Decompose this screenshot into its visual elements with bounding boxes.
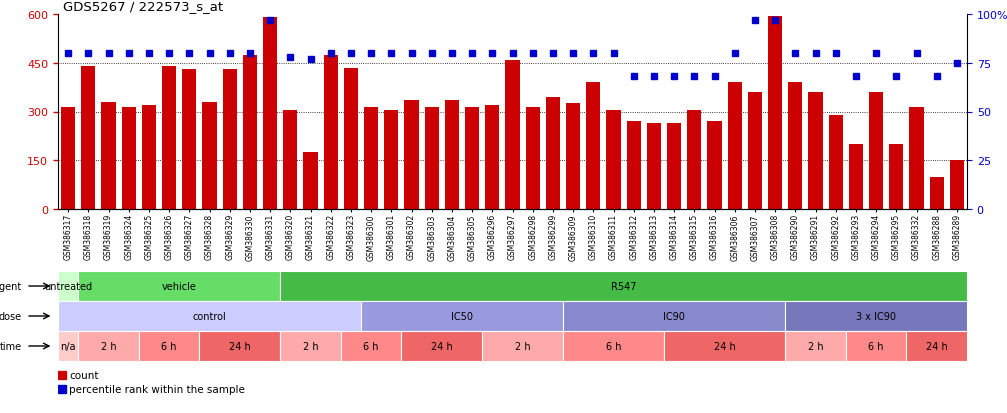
Text: time: time [0,341,22,351]
Bar [122,107,136,209]
Bar [82,67,96,209]
Bar [929,177,944,209]
Text: 6 h: 6 h [161,341,177,351]
Text: GDS5267 / 222573_s_at: GDS5267 / 222573_s_at [63,0,224,13]
Text: 3 x IC90: 3 x IC90 [856,311,896,321]
Bar [303,153,317,209]
Bar [546,97,560,209]
Bar [809,93,823,209]
Bar [280,271,967,301]
Bar [950,161,964,209]
Bar [102,102,116,209]
Bar [202,102,217,209]
Bar [58,371,66,379]
Bar [785,331,846,361]
Text: 2 h: 2 h [303,341,318,351]
Bar [768,17,782,209]
Bar [199,331,280,361]
Bar [606,111,620,209]
Bar [182,70,196,209]
Bar [223,70,237,209]
Bar [728,83,742,209]
Bar [708,122,722,209]
Text: percentile rank within the sample: percentile rank within the sample [69,384,245,394]
Bar [142,106,156,209]
Text: 6 h: 6 h [868,341,884,351]
Bar [79,271,280,301]
Text: 2 h: 2 h [101,341,117,351]
Bar [58,331,79,361]
Bar [748,93,762,209]
Text: 24 h: 24 h [431,341,453,351]
Text: 24 h: 24 h [229,341,251,351]
Bar [869,93,883,209]
Bar [280,331,340,361]
Bar [323,55,337,209]
Bar [646,123,661,209]
Bar [563,301,785,331]
Bar [58,271,79,301]
Text: IC90: IC90 [664,311,685,321]
Bar [263,18,277,209]
Bar [667,123,681,209]
Text: 6 h: 6 h [364,341,379,351]
Text: agent: agent [0,281,22,291]
Text: 6 h: 6 h [606,341,621,351]
Bar [788,83,803,209]
Bar [58,385,66,393]
Bar [343,69,357,209]
Bar [846,331,906,361]
Text: count: count [69,370,99,380]
Bar [361,301,563,331]
Bar [586,83,600,209]
Bar [563,331,664,361]
Bar [566,104,580,209]
Bar [506,60,520,209]
Text: R547: R547 [611,281,636,291]
Text: IC50: IC50 [451,311,473,321]
Bar [283,111,297,209]
Bar [79,331,139,361]
Text: control: control [192,311,227,321]
Bar [785,301,967,331]
Bar [61,107,76,209]
Bar [664,331,785,361]
Text: 24 h: 24 h [925,341,948,351]
Bar [526,107,540,209]
Bar [139,331,199,361]
Text: 24 h: 24 h [714,341,735,351]
Bar [626,122,640,209]
Bar [340,331,402,361]
Bar [425,107,439,209]
Bar [445,101,459,209]
Bar [405,101,419,209]
Bar [364,107,379,209]
Text: 2 h: 2 h [808,341,824,351]
Bar [482,331,563,361]
Bar [58,301,361,331]
Bar [849,145,863,209]
Bar [829,116,843,209]
Text: untreated: untreated [44,281,93,291]
Text: vehicle: vehicle [162,281,196,291]
Bar [465,107,479,209]
Bar [385,111,399,209]
Bar [402,331,482,361]
Bar [687,111,701,209]
Bar [485,106,499,209]
Bar [909,107,923,209]
Text: 2 h: 2 h [515,341,531,351]
Bar [243,55,257,209]
Bar [162,67,176,209]
Bar [906,331,967,361]
Text: dose: dose [0,311,22,321]
Bar [889,145,903,209]
Text: n/a: n/a [60,341,76,351]
